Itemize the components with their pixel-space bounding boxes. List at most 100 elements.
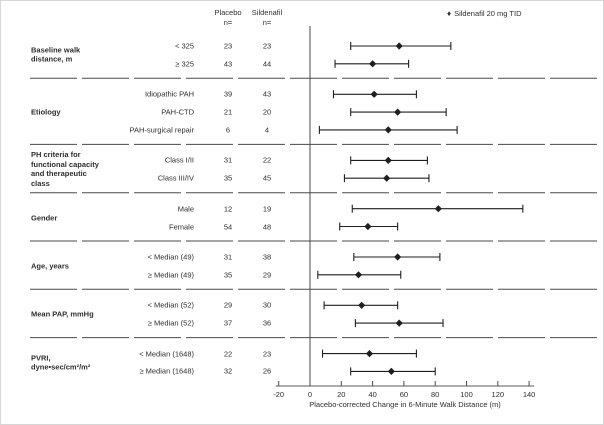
ci-row (318, 125, 458, 134)
placebo-n-value: 6 (225, 125, 231, 135)
placebo-n-value: 32 (223, 366, 233, 376)
placebo-n-value: 22 (223, 349, 233, 359)
ci-row (343, 174, 430, 183)
diamond-marker (394, 253, 402, 261)
ci-row (350, 367, 436, 376)
diamond-marker (369, 60, 377, 68)
subgroup-label: < Median (52) (147, 300, 194, 310)
ci-row (350, 42, 452, 50)
sildenafil-n-value: 23 (262, 41, 272, 51)
group-label: PH criteria for functional capacity and … (31, 150, 99, 188)
placebo-column-header: Placebo n= (204, 8, 252, 28)
diamond-marker (358, 301, 366, 309)
axis-tick-label: -20 (273, 390, 284, 399)
diamond-marker (383, 174, 391, 182)
diamond-icon: ♦ (447, 9, 452, 18)
sildenafil-n-value: 43 (262, 89, 272, 99)
placebo-n-value: 23 (223, 41, 233, 51)
sildenafil-n-value: 22 (262, 155, 272, 165)
placebo-n-value: 21 (223, 107, 233, 117)
diamond-marker (395, 42, 403, 50)
placebo-n-value: 31 (223, 252, 233, 262)
axis-tick-label: 120 (492, 390, 505, 399)
sildenafil-n-value: 19 (262, 204, 272, 214)
sildenafil-n-value: 38 (262, 252, 272, 262)
subgroup-label: < Median (1648) (139, 349, 194, 359)
axis-tick-label: 40 (368, 390, 376, 399)
axis-tick-label: 60 (400, 390, 408, 399)
sildenafil-n-value: 26 (262, 366, 272, 376)
diamond-marker (354, 271, 363, 279)
subgroup-label: < 325 (175, 41, 194, 51)
placebo-n-value: 43 (223, 59, 233, 69)
subgroup-label: ≥ Median (49) (147, 270, 194, 280)
group-label: Baseline walk distance, m (31, 45, 81, 64)
sildenafil-n-value: 23 (262, 349, 272, 359)
diamond-marker (387, 367, 395, 375)
subgroup-label: PAH-CTD (161, 107, 194, 117)
axis-tick-label: 0 (308, 390, 312, 399)
ci-row (323, 301, 399, 310)
placebo-n-value: 39 (223, 89, 233, 99)
ci-row (350, 156, 428, 165)
axis-tick-label: 20 (337, 390, 345, 399)
ci-row (321, 349, 417, 358)
x-axis-title: Placebo-corrected Change in 6-Minute Wal… (309, 400, 501, 409)
ci-row (339, 222, 399, 231)
subgroup-label: Male (177, 204, 194, 214)
diamond-marker (394, 108, 402, 116)
sildenafil-n-value: 36 (262, 318, 272, 328)
subgroup-label: Class III/IV (157, 173, 194, 183)
group-label: PVRI, dyne•sec/cm²/m² (31, 353, 91, 372)
ci-row (354, 319, 444, 328)
group-label: Gender (31, 212, 58, 222)
subgroup-label: ≥ Median (52) (147, 318, 194, 328)
diamond-marker (395, 319, 403, 327)
group-label: Etiology (31, 107, 61, 117)
ci-row (353, 253, 441, 261)
sildenafil-n-value: 44 (262, 59, 272, 69)
subgroup-label: Female (168, 222, 194, 231)
ci-row (334, 59, 410, 68)
sildenafil-n-value: 30 (262, 300, 272, 310)
subgroup-label: Idiopathic PAH (144, 89, 194, 99)
placebo-n-value: 35 (223, 173, 233, 183)
diamond-marker (384, 156, 392, 164)
diamond-marker (370, 90, 378, 98)
ci-row (317, 270, 402, 279)
ci-row (332, 90, 417, 99)
subgroup-label: ≥ 325 (175, 59, 194, 69)
sildenafil-n-value: 4 (264, 125, 270, 135)
subgroup-label: PAH-surgical repair (129, 125, 194, 135)
placebo-n-value: 35 (223, 270, 233, 280)
sildenafil-n-value: 29 (262, 270, 272, 280)
legend: ♦ Sildenafil 20 mg TID (447, 9, 522, 18)
diamond-marker (364, 222, 372, 231)
diamond-marker (365, 350, 374, 358)
sildenafil-column-header: Sildenafil n= (243, 8, 291, 28)
legend-label: Sildenafil 20 mg TID (454, 9, 522, 18)
placebo-n-value: 54 (223, 222, 233, 231)
axis-tick-label: 100 (460, 390, 473, 399)
sildenafil-n-value: 20 (262, 107, 272, 117)
subgroup-label: Class I/II (164, 155, 194, 165)
group-label: Age, years (31, 261, 69, 271)
diamond-marker (384, 126, 392, 134)
placebo-n-value: 37 (223, 318, 233, 328)
placebo-n-value: 31 (223, 155, 233, 165)
sildenafil-n-label: n= (262, 18, 272, 27)
diamond-marker (434, 205, 442, 213)
ci-row (350, 108, 447, 117)
placebo-column-title: Placebo (214, 8, 242, 17)
axis-tick-label: 140 (523, 390, 536, 399)
sildenafil-column-title: Sildenafil (251, 8, 283, 17)
group-label: Mean PAP, mmHg (31, 309, 94, 319)
placebo-n-value: 29 (223, 300, 233, 310)
sildenafil-n-value: 48 (262, 222, 272, 231)
placebo-n-label: n= (223, 18, 233, 27)
axis-tick-label: 80 (431, 390, 439, 399)
subgroup-label: < Median (49) (147, 252, 194, 262)
placebo-n-value: 12 (223, 204, 233, 214)
